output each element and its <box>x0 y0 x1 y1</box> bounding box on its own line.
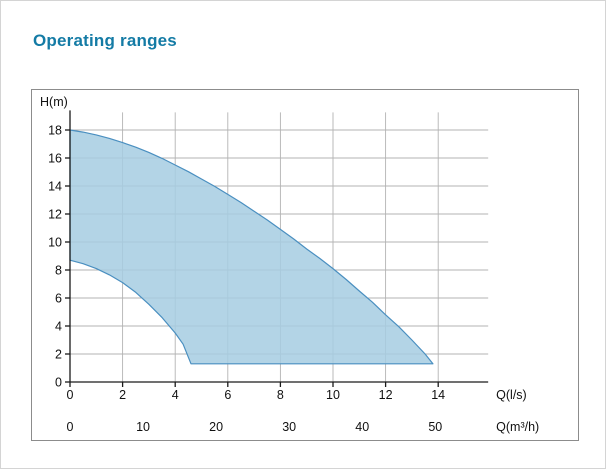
y-tick-label: 8 <box>55 264 62 278</box>
x-tick-label: 0 <box>67 388 74 402</box>
y-tick-label: 18 <box>48 124 62 138</box>
x-tick-label: 8 <box>277 388 284 402</box>
x2-tick-label: 0 <box>67 420 74 434</box>
y-tick-label: 0 <box>55 376 62 390</box>
page-title: Operating ranges <box>33 31 177 50</box>
chart-canvas: 0 2 4 6 8 10 12 14 Q(l/s) 0 10 20 30 40 50 Q(m³/h) 0 2 4 6 8… <box>40 95 539 434</box>
x-axis-label-m3h: Q(m³/h) <box>496 420 539 434</box>
x2-tick-label: 30 <box>282 420 296 434</box>
x-axis-label-ls: Q(l/s) <box>496 388 527 402</box>
x2-tick-label: 20 <box>209 420 223 434</box>
y-tick-label: 10 <box>48 236 62 250</box>
x-tick-label: 4 <box>172 388 179 402</box>
x2-tick-label: 40 <box>355 420 369 434</box>
y-tick-label: 4 <box>55 320 62 334</box>
y-tick-label: 12 <box>48 208 62 222</box>
x2-tick-label: 50 <box>428 420 442 434</box>
operating-range-chart: 0 2 4 6 8 10 12 14 Q(l/s) 0 10 20 30 40 50 Q(m³/h) 0 2 4 6 8… <box>31 89 579 441</box>
operating-range-area <box>69 129 434 365</box>
x-tick-label: 10 <box>326 388 340 402</box>
x-tick-label: 2 <box>119 388 126 402</box>
y-tick-label: 6 <box>55 292 62 306</box>
x2-tick-label: 10 <box>136 420 150 434</box>
y-tick-label: 16 <box>48 152 62 166</box>
x-tick-label: 14 <box>431 388 445 402</box>
x-tick-label: 12 <box>379 388 393 402</box>
y-axis-label: H(m) <box>40 95 68 109</box>
x-tick-label: 6 <box>224 388 231 402</box>
y-tick-label: 2 <box>55 348 62 362</box>
y-tick-label: 14 <box>48 180 62 194</box>
